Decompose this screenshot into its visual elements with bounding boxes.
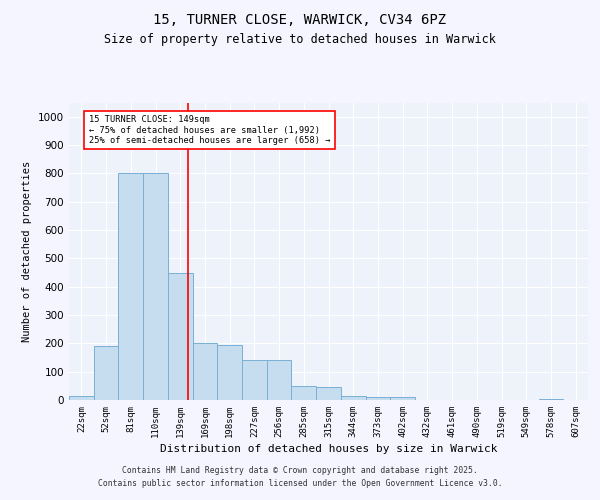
Bar: [168, 272, 193, 400]
Y-axis label: Number of detached properties: Number of detached properties: [22, 160, 32, 342]
Text: Contains HM Land Registry data © Crown copyright and database right 2025.
Contai: Contains HM Land Registry data © Crown c…: [98, 466, 502, 487]
Bar: [341, 396, 365, 400]
Bar: [143, 174, 168, 400]
Bar: [94, 346, 118, 400]
Bar: [267, 360, 292, 400]
Bar: [539, 398, 563, 400]
Text: 15, TURNER CLOSE, WARWICK, CV34 6PZ: 15, TURNER CLOSE, WARWICK, CV34 6PZ: [154, 12, 446, 26]
Bar: [69, 396, 94, 400]
X-axis label: Distribution of detached houses by size in Warwick: Distribution of detached houses by size …: [160, 444, 497, 454]
Text: 15 TURNER CLOSE: 149sqm
← 75% of detached houses are smaller (1,992)
25% of semi: 15 TURNER CLOSE: 149sqm ← 75% of detache…: [89, 116, 330, 145]
Bar: [390, 397, 415, 400]
Text: Size of property relative to detached houses in Warwick: Size of property relative to detached ho…: [104, 32, 496, 46]
Bar: [292, 386, 316, 400]
Bar: [365, 397, 390, 400]
Bar: [217, 345, 242, 400]
Bar: [118, 174, 143, 400]
Bar: [316, 387, 341, 400]
Bar: [193, 344, 217, 400]
Bar: [242, 360, 267, 400]
